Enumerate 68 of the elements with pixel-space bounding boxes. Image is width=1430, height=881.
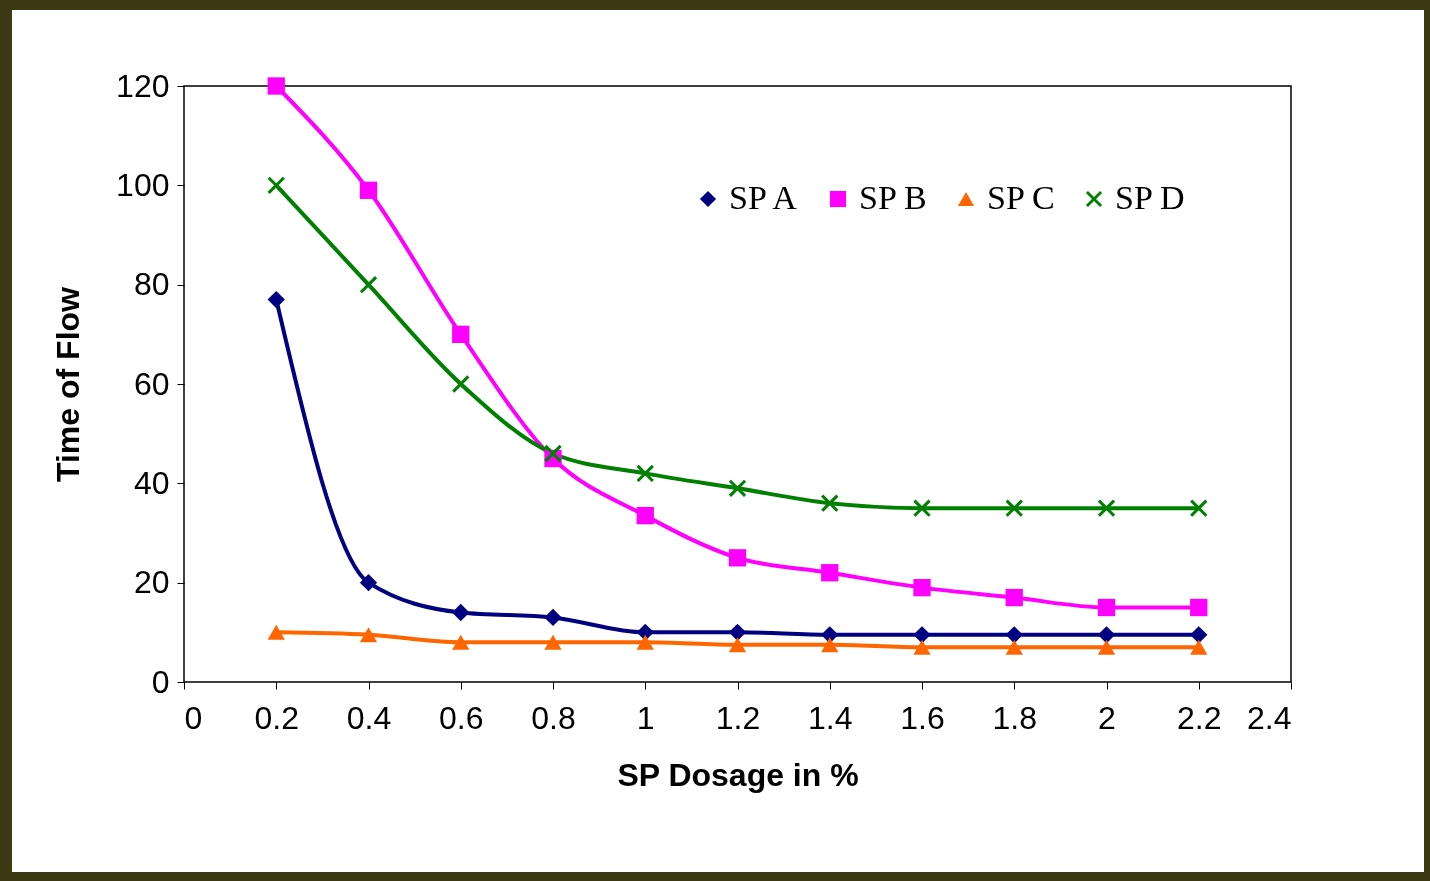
y-tick-label: 80 xyxy=(133,266,170,303)
point xyxy=(821,494,839,512)
x-tick-label: 1 xyxy=(636,699,655,736)
point xyxy=(452,634,470,650)
point xyxy=(267,176,285,194)
point xyxy=(636,634,654,650)
point xyxy=(1190,639,1208,655)
legend-label: SP B xyxy=(859,179,927,216)
legend-label: SP C xyxy=(987,179,1055,216)
legend-label: SP A xyxy=(729,179,798,216)
point xyxy=(728,479,747,497)
y-tick-label: 60 xyxy=(133,365,170,402)
point xyxy=(452,603,470,622)
point xyxy=(1005,499,1023,517)
x-tick-label: 1.6 xyxy=(900,699,945,736)
point xyxy=(1097,639,1116,655)
y-tick-label: 20 xyxy=(133,564,170,601)
point xyxy=(544,444,562,463)
point xyxy=(913,578,931,597)
point xyxy=(728,623,747,641)
point xyxy=(1097,598,1116,617)
point xyxy=(636,623,654,641)
point xyxy=(1097,499,1116,517)
point xyxy=(913,499,931,517)
point xyxy=(913,639,931,655)
y-axis-title: Time of Flow xyxy=(50,286,87,482)
point xyxy=(359,276,378,294)
point xyxy=(1190,626,1208,644)
x-tick-label: 1.4 xyxy=(808,699,853,736)
point xyxy=(452,325,470,343)
point xyxy=(636,506,654,525)
y-tick-label: 100 xyxy=(116,166,170,203)
point xyxy=(728,549,747,567)
point xyxy=(267,290,285,309)
point xyxy=(359,627,378,643)
y-tick-label: 120 xyxy=(116,67,170,104)
point xyxy=(1005,639,1023,655)
x-tick-label: 2 xyxy=(1098,699,1116,736)
point xyxy=(544,608,562,627)
y-tick-label: 0 xyxy=(151,663,170,700)
point xyxy=(359,574,378,592)
x-axis-title: SP Dosage in % xyxy=(617,756,859,793)
x-tick-label: 1.8 xyxy=(992,699,1037,736)
point xyxy=(821,564,839,582)
point xyxy=(913,626,931,644)
y-tick-label: 40 xyxy=(133,464,170,501)
point xyxy=(544,634,562,650)
point xyxy=(1005,588,1023,607)
x-tick-label: 0.8 xyxy=(531,699,576,736)
point xyxy=(452,375,470,393)
x-tick-label: 1.2 xyxy=(715,699,761,736)
point xyxy=(1097,626,1116,644)
point xyxy=(1190,499,1208,517)
point xyxy=(359,181,378,199)
x-tick-label: 0.4 xyxy=(346,699,392,736)
legend-label: SP D xyxy=(1115,179,1185,216)
x-tick-label: 0.6 xyxy=(439,699,484,736)
point xyxy=(267,77,285,95)
x-tick-label: 0.2 xyxy=(254,699,299,736)
x-tick-label: 0 xyxy=(184,699,203,736)
point xyxy=(1190,598,1208,617)
x-tick-label: 2.2 xyxy=(1177,699,1222,736)
point xyxy=(821,637,839,653)
point xyxy=(267,624,285,640)
point xyxy=(636,464,654,483)
x-tick-label: 2.4 xyxy=(1247,699,1292,736)
point xyxy=(728,637,747,653)
point xyxy=(1005,626,1023,644)
